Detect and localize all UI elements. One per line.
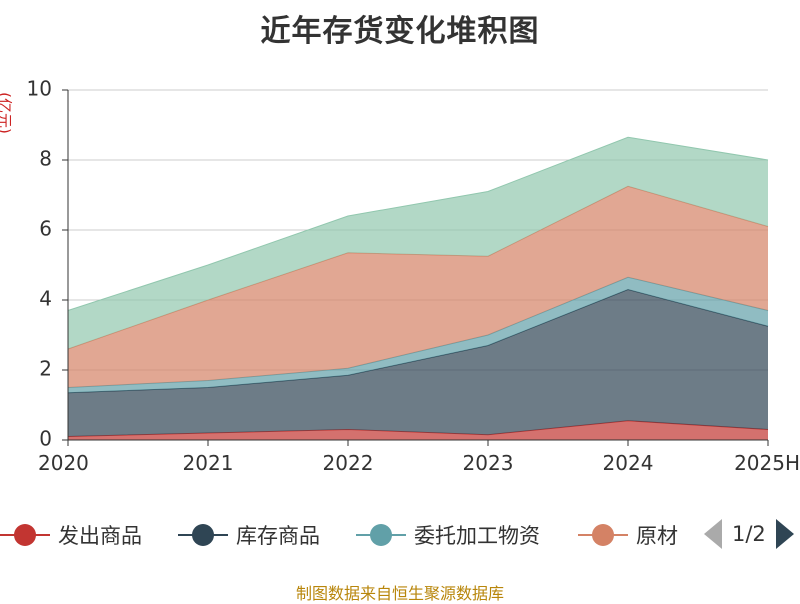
legend-label: 发出商品 [58,524,142,548]
legend-item[interactable]: 原材 [578,520,678,550]
legend-label: 委托加工物资 [414,524,540,548]
area-series-4 [68,137,768,349]
chart-title: 近年存货变化堆积图 [260,14,540,49]
x-tick-label: 2020 [38,451,89,475]
legend-marker-icon [0,522,50,548]
legend-marker-icon [578,522,628,548]
y-tick-label: 10 [27,77,52,101]
legend-label: 原材 [636,524,678,548]
x-tick-label: 2023 [463,451,514,475]
area-series-3 [68,186,768,388]
legend-item[interactable]: 委托加工物资 [356,520,540,550]
area-series-line-4 [67,136,769,311]
legend-marker-icon [178,522,228,548]
legend: 发出商品 库存商品 委托加工物资 原材 [0,512,800,556]
legend-item[interactable]: 发出商品 [0,520,142,550]
legend-marker-icon [356,522,406,548]
y-tick-label: 4 [39,287,52,311]
legend-item[interactable]: 库存商品 [178,520,320,550]
x-tick-label: 2025H [734,451,800,475]
area-series-1 [68,289,768,437]
data-source-note: 制图数据来自恒生聚源数据库 [295,584,504,603]
legend-page-indicator: 1/2 [732,522,766,546]
x-tick-label: 2024 [603,451,654,475]
y-tick-label: 8 [39,147,52,171]
legend-next-page-arrow-icon[interactable] [775,519,794,549]
legend-pager: 1/2 [700,514,794,554]
legend-prev-page-arrow-icon[interactable] [704,519,722,549]
x-tick-label: 2022 [323,451,374,475]
legend-label: 库存商品 [236,524,320,548]
x-tick-label: 2021 [183,451,234,475]
y-axis-unit-label: (亿元) [0,92,14,134]
y-tick-label: 0 [39,427,52,451]
area-series-0 [68,420,768,440]
y-tick-label: 2 [39,357,52,381]
y-tick-label: 6 [39,217,52,241]
